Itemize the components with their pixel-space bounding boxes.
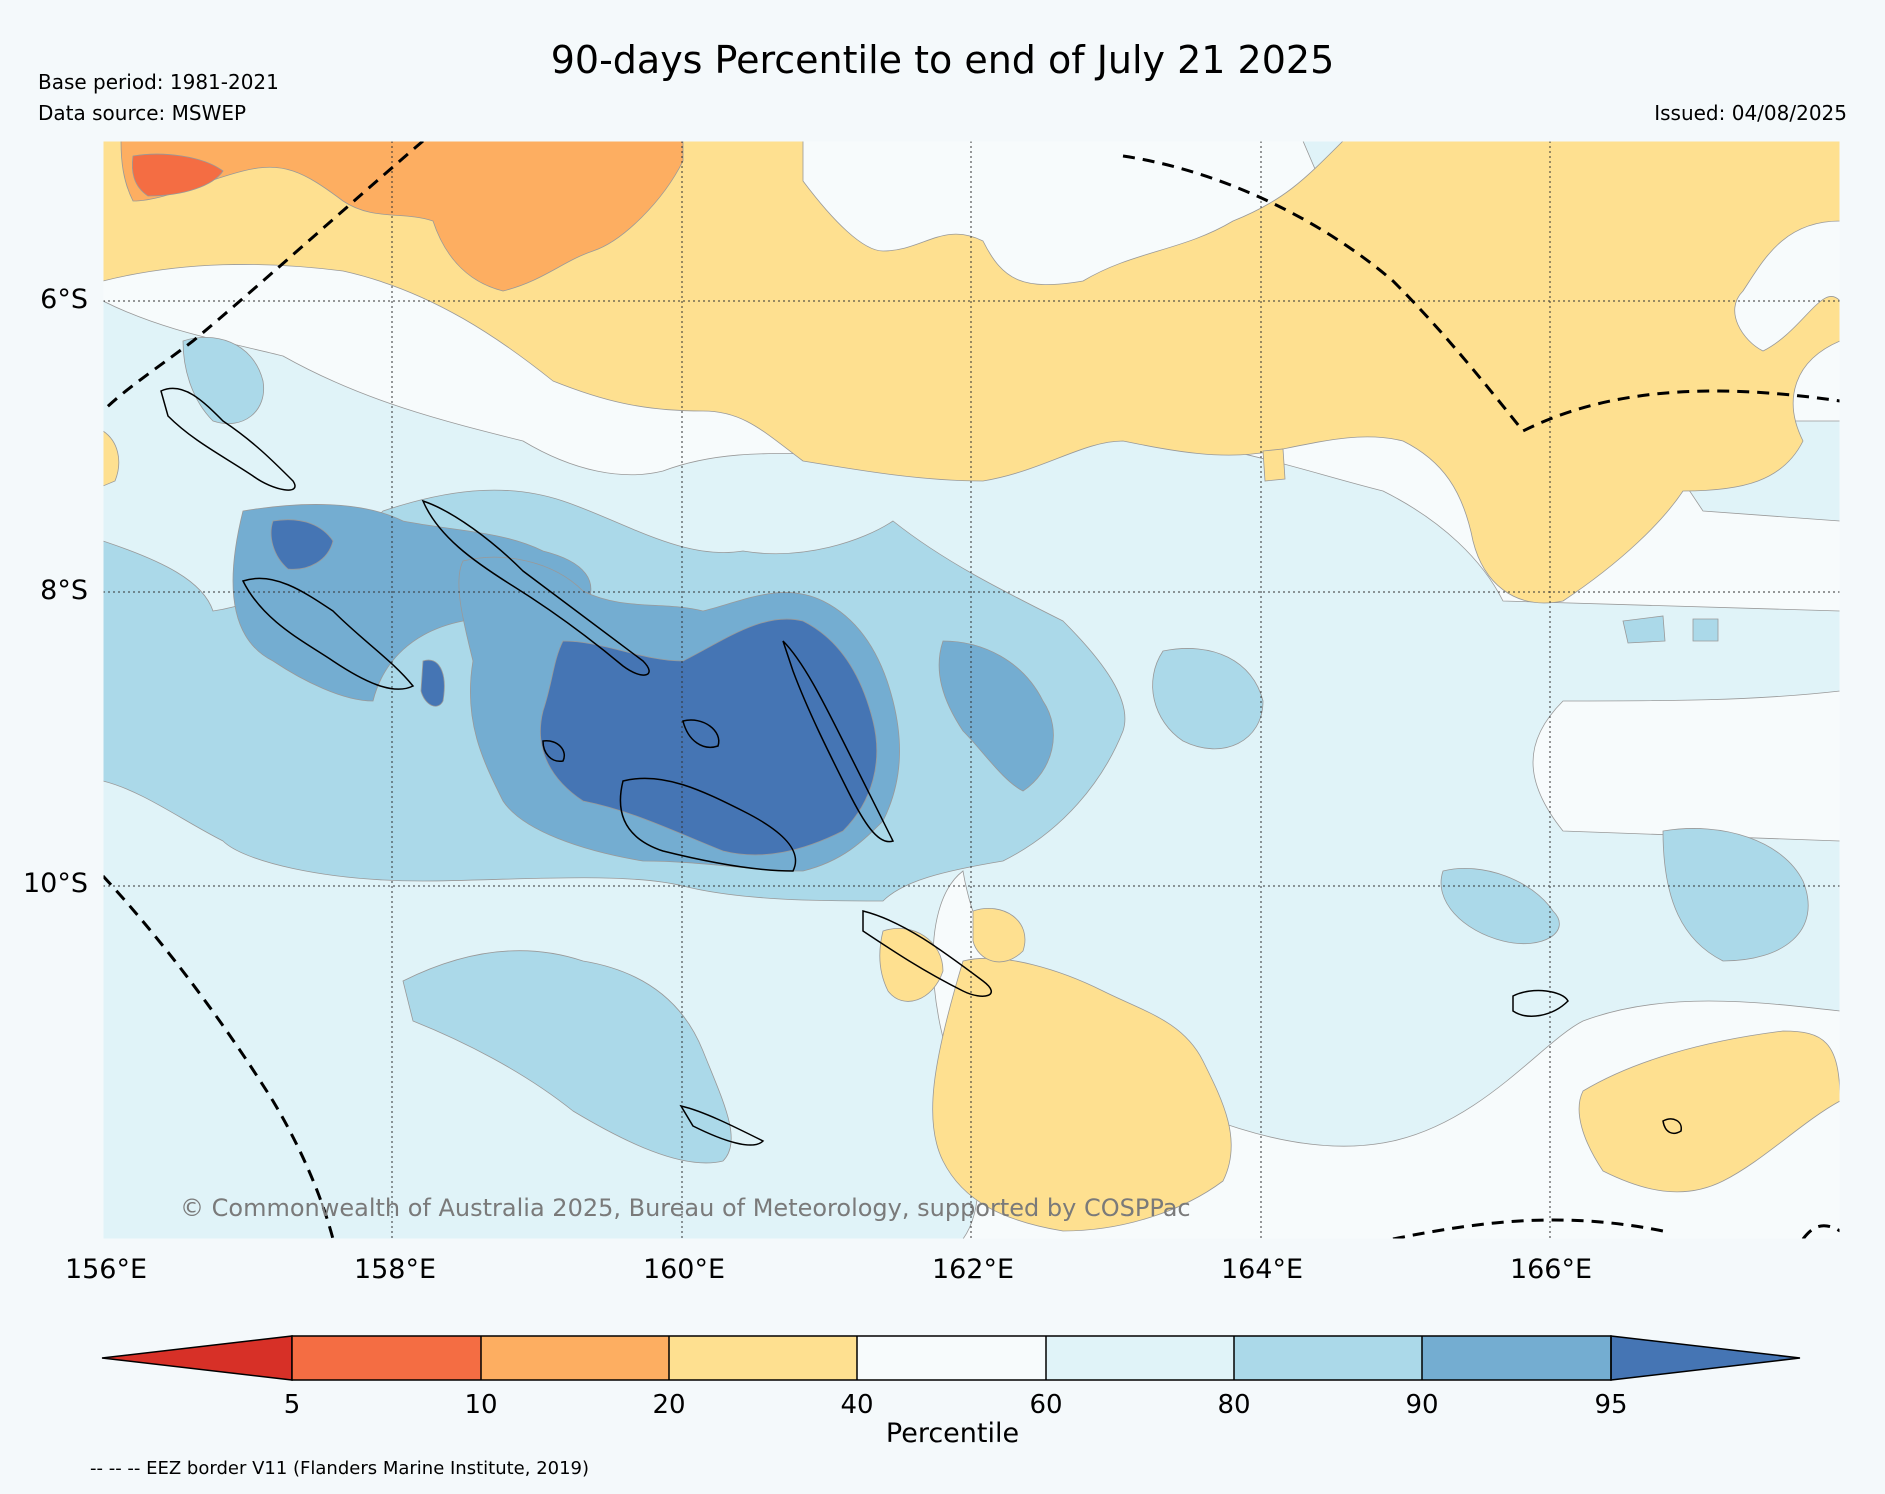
island-rennell (679, 1104, 765, 1146)
colorbar-tick: 80 (1217, 1390, 1251, 1420)
copyright-notice: © Commonwealth of Australia 2025, Bureau… (180, 1194, 1191, 1222)
island-russell (542, 740, 565, 762)
graticule (103, 141, 1840, 1239)
base-period: Base period: 1981-2021 (38, 70, 279, 94)
island-vanikoro (1662, 1118, 1682, 1134)
colorbar-tick: 40 (840, 1390, 874, 1420)
lon-label-166e: 166°E (1509, 1254, 1593, 1285)
band-gt95 (270, 519, 334, 570)
lat-label-10s: 10°S (23, 868, 88, 899)
colorbar-tick: 5 (283, 1390, 301, 1420)
lon-label-164e: 164°E (1220, 1254, 1304, 1285)
band-20-40 (972, 908, 1026, 963)
colorbar-90-95 (1422, 1336, 1611, 1380)
colorbar-tick: 60 (1029, 1390, 1063, 1420)
issued-date: Issued: 04/08/2025 (1654, 101, 1847, 125)
colorbar-40-60 (857, 1336, 1046, 1380)
colorbar-tick: 95 (1594, 1390, 1628, 1420)
band-90-95 (938, 640, 1054, 792)
band-80-90 (1622, 615, 1666, 644)
colorbar-60-80 (1046, 1336, 1234, 1380)
band-20-40 (932, 958, 1232, 1232)
band-80-90 (1662, 828, 1809, 962)
band-20-40 (879, 928, 944, 1002)
band-80-90 (1692, 618, 1719, 642)
island-florida (682, 719, 720, 748)
colorbar-gt95 (1610, 1335, 1801, 1381)
island-santa-isabel (421, 499, 650, 676)
colorbar-80-90 (1234, 1336, 1422, 1380)
island-makira (862, 910, 992, 997)
eez-border (103, 141, 1840, 1239)
band-80-90 (1152, 648, 1264, 750)
lon-label-160e: 160°E (642, 1254, 726, 1285)
data-source: Data source: MSWEP (38, 101, 247, 125)
lon-label-162e: 162°E (931, 1254, 1015, 1285)
island-malaita (782, 640, 895, 843)
lat-label-6s: 6°S (40, 284, 88, 315)
map-title: 90-days Percentile to end of July 21 202… (550, 38, 1335, 82)
band-20-40 (103, 430, 120, 487)
colorbar-tick: 10 (464, 1390, 498, 1420)
colorbar-20-40 (669, 1336, 857, 1380)
band-80-90 (402, 950, 732, 1164)
coastlines (160, 387, 1682, 1146)
band-20-40 (1262, 448, 1286, 482)
colorbar-10-20 (481, 1336, 669, 1380)
lon-label-158e: 158°E (353, 1254, 437, 1285)
band-5-10 (131, 153, 224, 197)
colorbar-lt5 (101, 1335, 293, 1381)
colorbar-5-10 (292, 1336, 481, 1380)
colorbar-tick: 90 (1405, 1390, 1439, 1420)
island-choiseul (160, 387, 296, 491)
band-gt95 (420, 659, 445, 707)
lon-label-156e: 156°E (64, 1254, 148, 1285)
island-guadalcanal (619, 777, 797, 872)
lat-label-8s: 8°S (40, 575, 88, 606)
colorbar-tick: 20 (652, 1390, 686, 1420)
island-new-georgia (241, 577, 415, 690)
colorbar (101, 1335, 1801, 1381)
percentile-map (103, 141, 1840, 1239)
eez-legend-note: -- -- -- EEZ border V11 (Flanders Marine… (90, 1458, 590, 1479)
band-gt95 (540, 618, 878, 856)
island-santa-cruz (1512, 989, 1569, 1017)
band-20-40 (1578, 1030, 1840, 1193)
band-80-90 (1440, 868, 1560, 945)
colorbar-label: Percentile (885, 1418, 1020, 1449)
